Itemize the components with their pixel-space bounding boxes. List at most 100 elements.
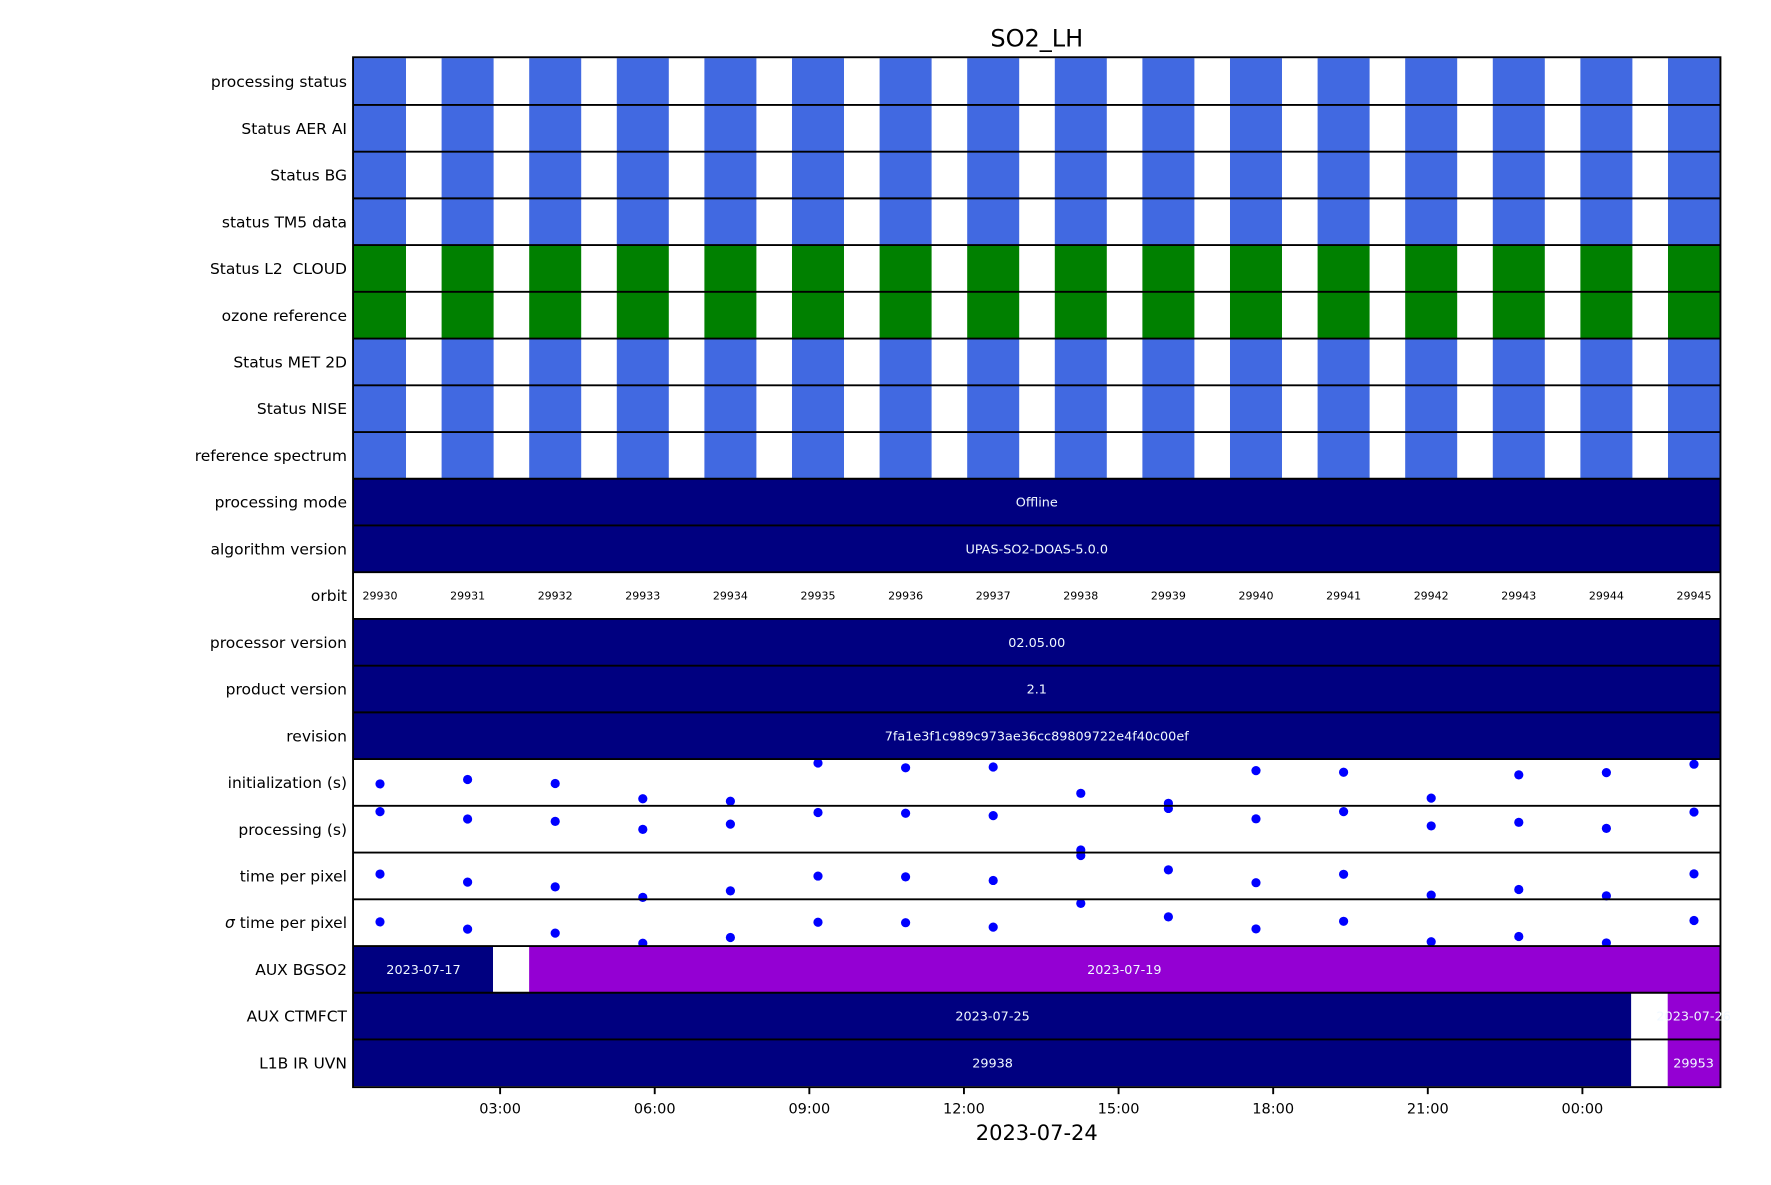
value-bar [354, 665, 1720, 713]
orbit-status-bar [616, 338, 669, 386]
data-point [813, 871, 823, 881]
data-point [1514, 817, 1524, 827]
orbit-status-bar [879, 198, 932, 246]
orbit-status-bar [1142, 151, 1195, 199]
data-point [463, 774, 473, 785]
row-label: ozone reference [222, 307, 347, 325]
orbit-status-bar [1229, 432, 1282, 479]
orbit-status-bar [441, 291, 494, 339]
orbit-status-bar [529, 291, 582, 339]
orbit-status-bar [1229, 245, 1282, 292]
orbit-status-bar [1142, 385, 1195, 433]
orbit-status-bar [1317, 338, 1370, 386]
data-point [550, 778, 560, 789]
orbit-status-bar [354, 432, 407, 479]
value-bar [354, 712, 1720, 760]
orbit-status-bar [441, 245, 494, 292]
orbit-status-bar [1142, 291, 1195, 339]
orbit-status-bar [1054, 104, 1107, 152]
orbit-number-label: 29930 [363, 590, 398, 603]
data-point [463, 877, 473, 887]
data-point [900, 763, 911, 773]
orbit-number-label: 29939 [1151, 590, 1186, 603]
orbit-number-label: 29934 [713, 590, 748, 603]
orbit-status-bar [879, 291, 932, 339]
orbit-status-bar [529, 198, 582, 246]
orbit-status-bar [441, 338, 494, 386]
data-point [725, 796, 735, 806]
orbit-status-bar [529, 104, 582, 152]
data-point [1514, 884, 1524, 895]
orbit-status-bar [1492, 245, 1545, 292]
orbit-status-bar [529, 432, 582, 479]
data-point [1426, 890, 1436, 900]
orbit-status-bar [791, 58, 844, 105]
row-label: processor version [210, 634, 347, 652]
orbit-status-bar [616, 58, 669, 105]
x-tick-label: 00:00 [1562, 1102, 1604, 1118]
x-tick-label: 03:00 [479, 1102, 521, 1118]
row-label: AUX BGSO2 [255, 961, 347, 979]
x-tick-label: 18:00 [1252, 1102, 1294, 1118]
x-tick-label: 09:00 [788, 1102, 830, 1118]
orbit-number-label: 29941 [1326, 590, 1361, 603]
data-point [1251, 766, 1261, 776]
orbit-number-label: 29943 [1501, 590, 1536, 603]
data-point [1514, 770, 1524, 780]
orbit-status-bar [1492, 338, 1545, 386]
orbit-number-label: 29945 [1676, 590, 1711, 603]
data-point [1251, 814, 1261, 824]
row-label: Status BG [270, 167, 347, 185]
orbit-status-bar [616, 151, 669, 199]
orbit-status-bar [529, 151, 582, 199]
orbit-status-bar [704, 432, 757, 479]
orbit-status-bar [704, 385, 757, 433]
orbit-status-bar [704, 291, 757, 339]
orbit-status-bar [1667, 291, 1720, 339]
value-bar-label: 2.1 [1027, 683, 1047, 698]
orbit-status-bar [354, 151, 407, 199]
data-point [1426, 821, 1436, 831]
orbit-status-bar [1492, 198, 1545, 246]
orbit-status-bar [354, 291, 407, 339]
data-point [375, 917, 385, 927]
orbit-status-bar [1667, 338, 1720, 386]
data-point [1163, 912, 1173, 922]
row-label: σ time per pixel [225, 914, 347, 932]
data-point [463, 924, 473, 934]
data-point [1689, 915, 1699, 926]
data-point [988, 875, 998, 886]
orbit-status-bar [1317, 58, 1370, 105]
data-point [375, 869, 385, 879]
orbit-status-bar [1229, 385, 1282, 433]
value-segment-bar [529, 946, 1720, 993]
orbit-status-bar [1229, 291, 1282, 339]
orbit-status-bar [529, 245, 582, 292]
x-axis-date-label: 2023-07-24 [976, 1121, 1098, 1145]
orbit-status-bar [791, 432, 844, 479]
orbit-status-bar [1492, 432, 1545, 479]
orbit-status-bar [879, 245, 932, 292]
orbit-status-bar [441, 58, 494, 105]
orbit-status-bar [967, 151, 1020, 199]
orbit-status-bar [967, 104, 1020, 152]
row-label: L1B IR UVN [259, 1054, 347, 1072]
data-point [1251, 924, 1261, 934]
value-segment-bar [354, 992, 1632, 1040]
data-point [638, 892, 648, 902]
orbit-status-bar [791, 198, 844, 246]
value-segment-label: 29953 [1673, 1056, 1714, 1071]
orbit-status-bar [1492, 104, 1545, 152]
orbit-number-label: 29933 [625, 590, 660, 603]
value-segment-label: 2023-07-25 [955, 1010, 1029, 1025]
orbit-status-bar [1580, 151, 1633, 199]
orbit-status-bar [1580, 385, 1633, 433]
orbit-status-bar [704, 245, 757, 292]
orbit-status-bar [616, 385, 669, 433]
orbit-status-bar [354, 104, 407, 152]
row-label: Status MET 2D [233, 354, 347, 372]
orbit-status-bar [1667, 58, 1720, 105]
orbit-status-bar [1317, 291, 1370, 339]
data-point [725, 819, 735, 829]
